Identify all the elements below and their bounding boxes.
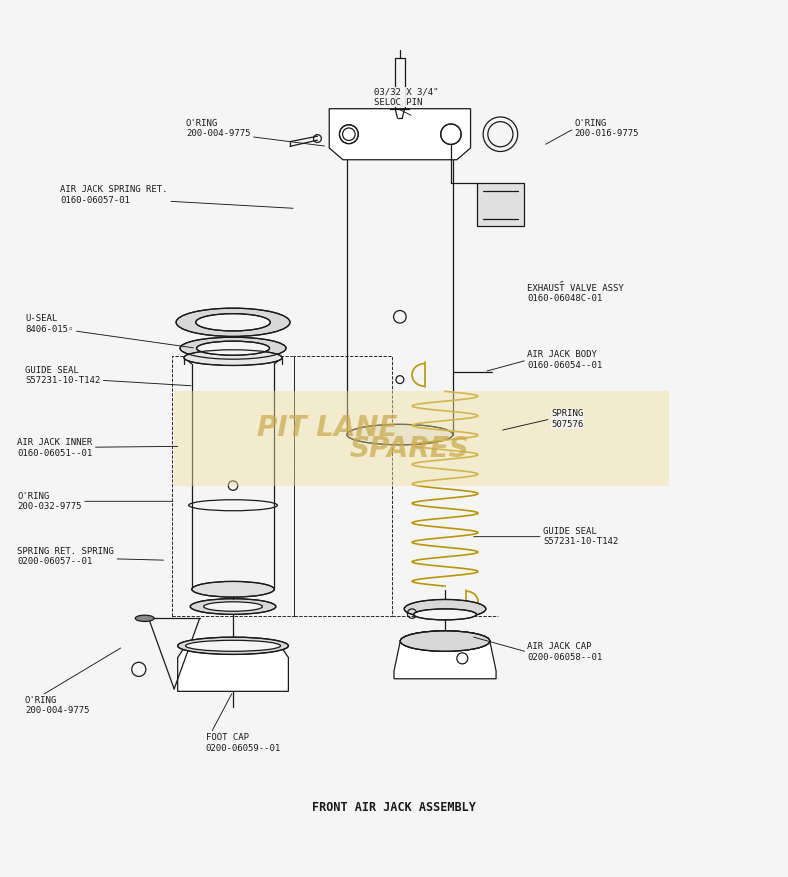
- Text: Θ3/32 X 3/4"
SELOC PIN: Θ3/32 X 3/4" SELOC PIN: [374, 87, 439, 115]
- Ellipse shape: [400, 631, 490, 652]
- Ellipse shape: [203, 602, 262, 611]
- Text: FOOT CAP
0200-06059--01: FOOT CAP 0200-06059--01: [206, 694, 281, 752]
- Text: O'RING
200-032-9775: O'RING 200-032-9775: [17, 492, 173, 511]
- Text: O'RING
200-004-9775: O'RING 200-004-9775: [186, 118, 325, 146]
- Bar: [172, 356, 294, 616]
- Ellipse shape: [177, 638, 288, 654]
- Ellipse shape: [190, 599, 276, 615]
- Ellipse shape: [195, 314, 270, 331]
- Ellipse shape: [347, 424, 453, 445]
- Text: AIR JACK SPRING RET.
0160-06057-01: AIR JACK SPRING RET. 0160-06057-01: [60, 185, 293, 208]
- Ellipse shape: [191, 581, 274, 597]
- Ellipse shape: [196, 341, 269, 355]
- Text: FRONT AIR JACK ASSEMBLY: FRONT AIR JACK ASSEMBLY: [312, 801, 476, 814]
- Text: SPARES: SPARES: [350, 435, 470, 463]
- Bar: [294, 356, 392, 616]
- Text: SPRING RET. SPRING
0200-06057--01: SPRING RET. SPRING 0200-06057--01: [17, 546, 163, 566]
- Circle shape: [340, 125, 359, 144]
- Text: O'RING
200-004-9775: O'RING 200-004-9775: [25, 648, 121, 715]
- Text: O'RING
200-016-9775: O'RING 200-016-9775: [545, 118, 639, 145]
- Circle shape: [440, 124, 461, 145]
- Ellipse shape: [180, 337, 286, 360]
- Ellipse shape: [185, 640, 281, 652]
- Text: GUIDE SEAL
S57231-10-T142: GUIDE SEAL S57231-10-T142: [25, 366, 191, 386]
- Text: AIR JACK CAP
0200-06058--01: AIR JACK CAP 0200-06058--01: [474, 637, 603, 662]
- Circle shape: [488, 122, 513, 146]
- Text: EXHAUST VALVE ASSY
0160-06048C-01: EXHAUST VALVE ASSY 0160-06048C-01: [527, 282, 624, 303]
- Ellipse shape: [400, 631, 490, 652]
- Text: AIR JACK BODY
0160-06054--01: AIR JACK BODY 0160-06054--01: [487, 350, 603, 371]
- Text: SPRING
507576: SPRING 507576: [503, 410, 583, 430]
- Ellipse shape: [404, 600, 486, 618]
- Ellipse shape: [408, 635, 482, 647]
- Polygon shape: [174, 391, 669, 486]
- Polygon shape: [394, 641, 496, 679]
- Text: U-SEAL
8406-015◦: U-SEAL 8406-015◦: [25, 314, 193, 348]
- Polygon shape: [477, 183, 524, 226]
- Polygon shape: [329, 109, 470, 160]
- Polygon shape: [177, 645, 288, 691]
- Ellipse shape: [414, 609, 477, 620]
- Ellipse shape: [176, 308, 290, 337]
- Text: PIT LANE: PIT LANE: [257, 414, 398, 442]
- Text: AIR JACK INNER
0160-06051--01: AIR JACK INNER 0160-06051--01: [17, 438, 177, 458]
- Ellipse shape: [184, 350, 282, 366]
- Text: GUIDE SEAL
S57231-10-T142: GUIDE SEAL S57231-10-T142: [474, 527, 619, 546]
- Ellipse shape: [136, 615, 154, 622]
